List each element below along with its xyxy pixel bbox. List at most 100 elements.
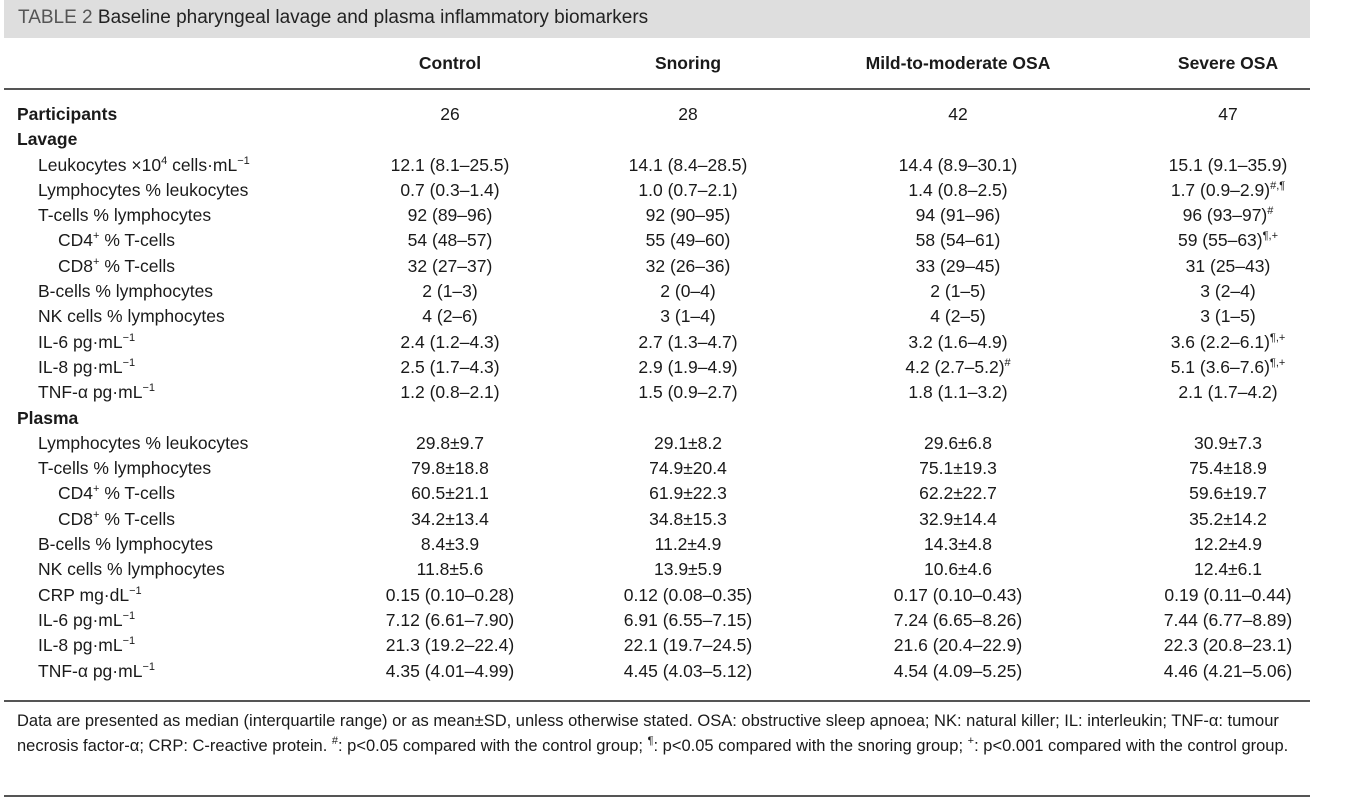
table-cell: 4.45 (4.03–5.12) xyxy=(624,659,752,684)
table-cell: 1.7 (0.9–2.9)#,¶ xyxy=(1171,178,1285,203)
table-cell: 33 (29–45) xyxy=(916,254,1001,279)
table-cell: 74.9±20.4 xyxy=(649,456,727,481)
row-label-text: NK cells % lymphocytes xyxy=(38,306,225,327)
table-cell: 28 xyxy=(678,102,697,127)
table-row: Lymphocytes % leukocytes 0.7 (0.3–1.4) 1.0… xyxy=(0,178,1354,203)
cell-value: 75.4±18.9 xyxy=(1189,458,1267,479)
cell-value: 30.9±7.3 xyxy=(1194,432,1262,453)
cell-value: 92 (89–96) xyxy=(407,205,493,226)
row-label: Leukocytes ×104 cells·mL−1 xyxy=(38,153,250,178)
row-label-text: Participants xyxy=(17,104,118,124)
table-row: CD4+ % T-cells 54 (48–57) 55 (49–60) 58 (54… xyxy=(0,228,1354,253)
table-cell: 1.8 (1.1–3.2) xyxy=(908,380,1007,405)
table-cell: 2.9 (1.9–4.9) xyxy=(638,355,737,380)
column-header-control: Control xyxy=(418,53,482,73)
cell-value: 59 (55–63) xyxy=(1177,230,1263,251)
cell-value: 21.3 (19.2–22.4) xyxy=(385,635,515,656)
table-cell: 7.44 (6.77–8.89) xyxy=(1164,608,1292,633)
table-label: TABLE 2 xyxy=(18,7,93,28)
table-cell: 2.1 (1.7–4.2) xyxy=(1178,380,1277,405)
cell-value: 0.12 (0.08–0.35) xyxy=(623,584,753,605)
table-cell: 2.5 (1.7–4.3) xyxy=(400,355,499,380)
row-label-superscript: −1 xyxy=(129,584,142,597)
table-cell: 12.1 (8.1–25.5) xyxy=(391,153,510,178)
table-row: NK cells % lymphocytes 4 (2–6) 3 (1–4) 4 (2… xyxy=(0,304,1354,329)
table-cell: 26 xyxy=(440,102,459,127)
table-row: CD8+ % T-cells 34.2±13.4 34.8±15.3 32.9±14.… xyxy=(0,507,1354,532)
cell-value: 31 (25–43) xyxy=(1185,255,1271,276)
table-cell: 0.15 (0.10–0.28) xyxy=(386,583,514,608)
footnote-text: Data are presented as median (interquart… xyxy=(17,712,1279,755)
row-label-text: IL-6 pg·mL xyxy=(38,331,123,352)
row-label: IL-6 pg·mL−1 xyxy=(38,608,135,633)
table-cell: 3 (1–4) xyxy=(660,304,715,329)
table-cell: 47 xyxy=(1218,102,1237,127)
cell-value: 92 (90–95) xyxy=(645,205,731,226)
row-label-text: Lavage xyxy=(17,129,78,150)
row-label-superscript: + xyxy=(93,230,100,243)
cell-value: 1.5 (0.9–2.7) xyxy=(638,382,738,403)
row-label-text: B-cells % lymphocytes xyxy=(38,281,214,302)
cell-value: 2.1 (1.7–4.2) xyxy=(1178,382,1278,403)
cell-value: 4.45 (4.03–5.12) xyxy=(623,660,753,681)
cell-value: 59.6±19.7 xyxy=(1189,483,1267,504)
row-label: NK cells % lymphocytes xyxy=(38,304,225,329)
table-row: CD4+ % T-cells 60.5±21.1 61.9±22.3 62.2±22.… xyxy=(0,481,1354,506)
cell-value: 75.1±19.3 xyxy=(919,458,997,479)
footnote-text: : p<0.05 compared with the snoring group… xyxy=(653,737,968,755)
row-label: T-cells % lymphocytes xyxy=(38,203,211,228)
table-cell: 14.3±4.8 xyxy=(924,532,992,557)
cell-value: 32 (26–36) xyxy=(645,255,731,276)
row-label: CRP mg·dL−1 xyxy=(38,583,142,608)
table-row: IL-6 pg·mL−1 2.4 (1.2–4.3) 2.7 (1.3–4.7) 3.… xyxy=(0,330,1354,355)
table-cell: 34.8±15.3 xyxy=(649,507,727,532)
cell-value: 55 (49–60) xyxy=(645,230,731,251)
table-cell: 22.1 (19.7–24.5) xyxy=(624,633,752,658)
row-label-text: CRP mg·dL xyxy=(38,584,130,605)
table-cell: 75.1±19.3 xyxy=(919,456,997,481)
table-cell: 14.1 (8.4–28.5) xyxy=(629,153,748,178)
row-label-text: IL-6 pg·mL xyxy=(38,609,123,630)
body-bottom-rule xyxy=(4,700,1310,702)
cell-value: 29.8±9.7 xyxy=(416,432,484,453)
footnote-bottom-rule xyxy=(4,795,1310,797)
table-cell: 55 (49–60) xyxy=(646,228,731,253)
table-row: CRP mg·dL−1 0.15 (0.10–0.28) 0.12 (0.08–0.… xyxy=(0,583,1354,608)
cell-value: 11.8±5.6 xyxy=(416,559,484,580)
table-cell: 12.2±4.9 xyxy=(1194,532,1262,557)
table-cell: 59 (55–63)¶,+ xyxy=(1178,228,1278,253)
row-label-text: IL-8 pg·mL xyxy=(38,356,123,377)
row-label: T-cells % lymphocytes xyxy=(38,456,211,481)
cell-value: 12.1 (8.1–25.5) xyxy=(390,154,510,175)
table-cell: 32 (27–37) xyxy=(408,254,493,279)
table-cell: 60.5±21.1 xyxy=(411,481,489,506)
table-row: IL-6 pg·mL−1 7.12 (6.61–7.90) 6.91 (6.55–7… xyxy=(0,608,1354,633)
row-label-text: B-cells % lymphocytes xyxy=(38,534,214,555)
cell-value: 1.8 (1.1–3.2) xyxy=(908,382,1008,403)
table-cell: 13.9±5.9 xyxy=(654,557,722,582)
row-label: Lavage xyxy=(17,127,77,152)
cell-value: 28 xyxy=(678,104,698,124)
cell-value: 2 (1–5) xyxy=(930,281,986,302)
row-label-text: Plasma xyxy=(17,407,79,428)
cell-value: 4 (2–6) xyxy=(422,306,478,327)
table-cell: 96 (93–97)# xyxy=(1183,203,1274,228)
footnote-symbol: ¶ xyxy=(647,735,654,747)
table-footnote: Data are presented as median (interquart… xyxy=(17,709,1317,759)
row-label: NK cells % lymphocytes xyxy=(38,557,225,582)
footnote-symbol: # xyxy=(331,735,339,747)
row-label: IL-6 pg·mL−1 xyxy=(38,330,135,355)
cell-value: 12.4±6.1 xyxy=(1194,559,1262,580)
table-cell: 42 xyxy=(948,102,967,127)
row-label: Participants xyxy=(17,102,117,127)
cell-value: 21.6 (20.4–22.9) xyxy=(893,635,1023,656)
table-cell: 5.1 (3.6–7.6)¶,+ xyxy=(1171,355,1286,380)
cell-value: 1.2 (0.8–2.1) xyxy=(400,382,500,403)
table-row: CD8+ % T-cells 32 (27–37) 32 (26–36) 33 (29… xyxy=(0,254,1354,279)
row-label: CD4+ % T-cells xyxy=(58,228,175,253)
row-label-text: cells·mL xyxy=(167,154,238,175)
table-cell: 6.91 (6.55–7.15) xyxy=(624,608,752,633)
row-label-text: Leukocytes ×10 xyxy=(38,154,162,175)
row-label-text: T-cells % lymphocytes xyxy=(38,205,212,226)
table-cell: 11.2±4.9 xyxy=(655,532,722,557)
